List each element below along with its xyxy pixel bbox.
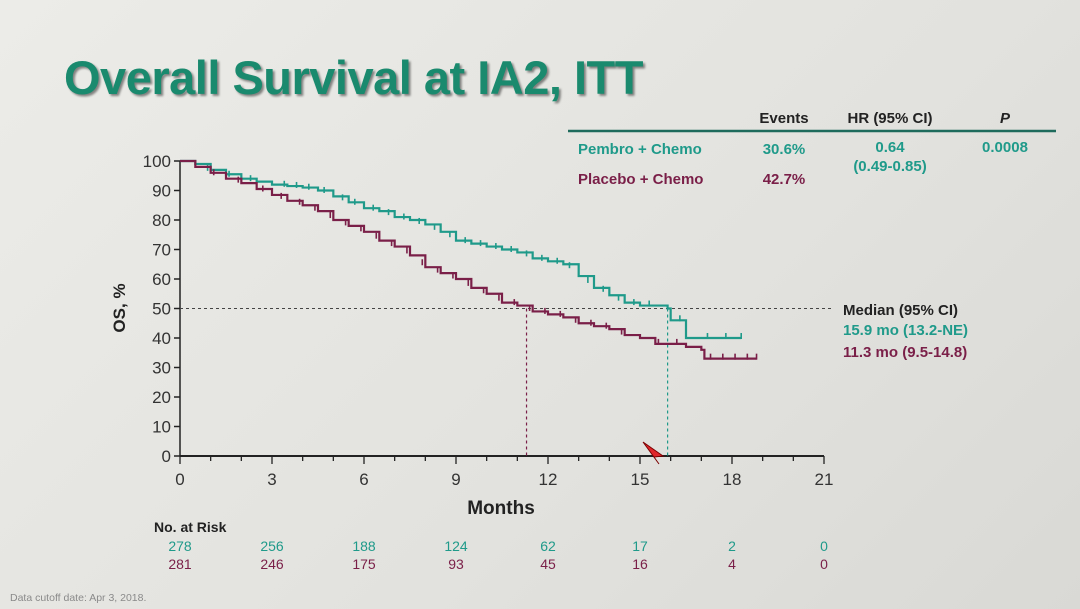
risk-cell-0-3: 124	[444, 538, 468, 554]
x-axis-label: Months	[467, 498, 535, 519]
median-header: Median (95% CI)	[843, 302, 958, 319]
y-tick-label-80: 80	[152, 211, 171, 230]
x-tick-label-18: 18	[723, 470, 742, 489]
y-tick-label-70: 70	[152, 241, 171, 260]
y-tick-label-90: 90	[152, 182, 171, 201]
risk-cell-1-4: 45	[540, 556, 556, 572]
stats-row-pembro-p: 0.0008	[982, 139, 1028, 156]
stats-row-pembro-arm: Pembro + Chemo	[578, 141, 702, 158]
x-tick-label-0: 0	[175, 470, 184, 489]
median-pembro: 15.9 mo (13.2-NE)	[843, 322, 968, 339]
stats-row-pembro-hr: 0.64	[875, 139, 905, 156]
median-reference-lines	[180, 308, 832, 456]
stats-header-events: Events	[759, 110, 808, 127]
chart-series	[180, 159, 758, 360]
y-axis-label: OS, %	[110, 283, 129, 332]
y-tick-label-30: 30	[152, 359, 171, 378]
risk-cell-1-6: 4	[728, 556, 736, 572]
y-tick-label-10: 10	[152, 418, 171, 437]
risk-cell-0-5: 17	[632, 538, 648, 554]
median-placebo: 11.3 mo (9.5-14.8)	[843, 344, 967, 361]
stats-row-placebo-events: 42.7%	[763, 171, 806, 188]
x-tick-label-3: 3	[267, 470, 276, 489]
x-tick-label-21: 21	[815, 470, 834, 489]
risk-cell-1-5: 16	[632, 556, 648, 572]
stats-row-pembro-hr-ci: (0.49-0.85)	[853, 158, 926, 175]
risk-cell-1-2: 175	[352, 556, 376, 572]
risk-table: 278 256 188 124 62 17 2 0 281 246 175 93 45 16 4 0	[168, 538, 828, 572]
chart-axes: 0 10 20 30 40 50 60 70 80 90 100 0 3 6 9 12 15 18 21	[143, 152, 834, 489]
risk-cell-0-7: 0	[820, 538, 828, 554]
stats-row-pembro-events: 30.6%	[763, 141, 806, 158]
y-tick-label-40: 40	[152, 329, 171, 348]
risk-cell-1-1: 246	[260, 556, 284, 572]
risk-cell-1-0: 281	[168, 556, 192, 572]
y-tick-label-0: 0	[162, 447, 171, 466]
stats-header-p: P	[1000, 110, 1011, 127]
risk-cell-1-7: 0	[820, 556, 828, 572]
y-tick-label-20: 20	[152, 388, 171, 407]
data-cutoff-footnote: Data cutoff date: Apr 3, 2018.	[10, 592, 146, 604]
x-tick-label-9: 9	[451, 470, 460, 489]
risk-cell-1-3: 93	[448, 556, 464, 572]
risk-cell-0-2: 188	[352, 538, 376, 554]
risk-cell-0-1: 256	[260, 538, 284, 554]
series-line-0	[180, 159, 742, 340]
risk-cell-0-0: 278	[168, 538, 192, 554]
x-tick-label-15: 15	[631, 470, 650, 489]
risk-table-label: No. at Risk	[154, 519, 227, 535]
y-tick-label-100: 100	[143, 152, 171, 171]
stats-header-hr: HR (95% CI)	[847, 110, 932, 127]
x-tick-label-6: 6	[359, 470, 368, 489]
slide-title: Overall Survival at IA2, ITT	[64, 51, 643, 104]
series-line-1	[180, 159, 757, 360]
x-tick-label-12: 12	[539, 470, 558, 489]
stats-row-placebo-arm: Placebo + Chemo	[578, 171, 703, 188]
mouse-pointer-icon	[642, 441, 665, 465]
risk-cell-0-6: 2	[728, 538, 736, 554]
risk-cell-0-4: 62	[540, 538, 556, 554]
y-tick-label-50: 50	[152, 300, 171, 319]
stats-table: Events HR (95% CI) P Pembro + Chemo 30.6…	[568, 110, 1056, 188]
y-tick-label-60: 60	[152, 270, 171, 289]
median-box: Median (95% CI) 15.9 mo (13.2-NE) 11.3 m…	[843, 302, 968, 361]
